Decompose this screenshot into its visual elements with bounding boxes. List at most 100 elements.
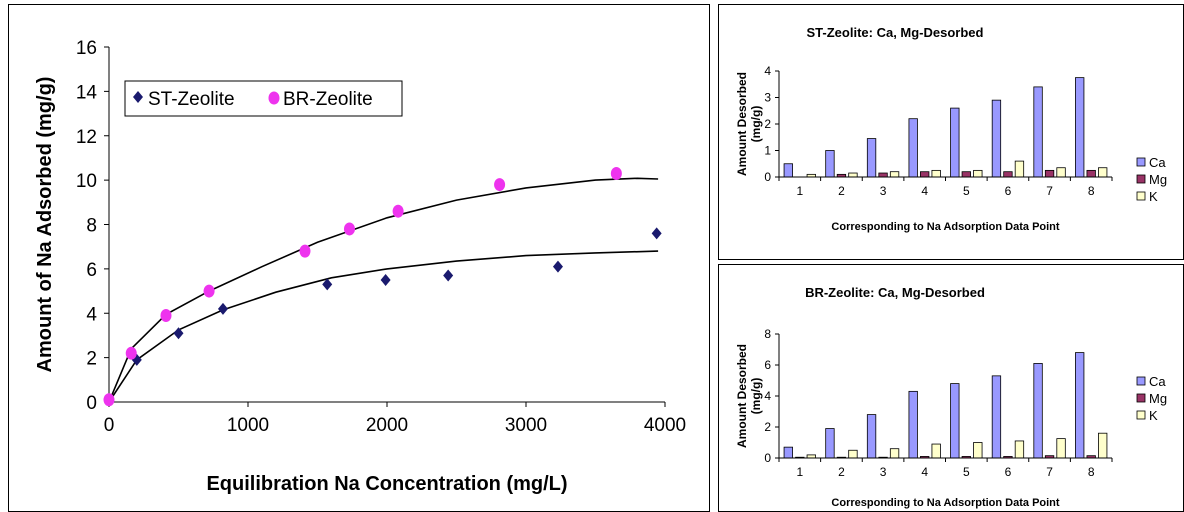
- data-point-br-zeolite: [494, 178, 505, 191]
- st-bar-ca: [1075, 78, 1084, 177]
- data-point-br-zeolite: [611, 167, 622, 180]
- br-bar-ca: [1075, 353, 1084, 458]
- data-point-br-zeolite: [126, 347, 137, 360]
- x-axis-label: Corresponding to Na Adsorption Data Poin…: [831, 221, 1059, 233]
- br-bar-ca: [909, 391, 918, 458]
- st-bar-k: [1057, 168, 1066, 177]
- st-bar-k: [932, 170, 941, 177]
- data-point-br-zeolite: [104, 393, 115, 406]
- st-chart-title: ST-Zeolite: Ca, Mg-Desorbed: [807, 25, 984, 40]
- st-bar-mg: [920, 172, 929, 177]
- br-bar-k: [849, 450, 858, 458]
- y-axis-label-line1: Amount Desorbed: [735, 72, 749, 176]
- x-tick-label: 6: [1005, 465, 1012, 479]
- st-legend-label-ca: Ca: [1149, 155, 1166, 170]
- x-tick-label: 4000: [644, 415, 686, 436]
- data-point-br-zeolite: [160, 309, 171, 322]
- data-point-st-zeolite: [652, 227, 662, 239]
- x-tick-label: 8: [1088, 184, 1095, 198]
- y-tick-label: 12: [76, 127, 97, 148]
- st-bar-k: [1098, 168, 1107, 177]
- x-tick-label: 5: [963, 465, 970, 479]
- data-point-st-zeolite: [443, 270, 453, 282]
- y-tick-label: 0: [764, 170, 771, 184]
- st-legend-swatch-ca: [1137, 158, 1145, 166]
- st-desorption-bar-chart: ST-Zeolite: Ca, Mg-Desorbed0123412345678…: [719, 5, 1183, 259]
- st-legend-label-k: K: [1149, 189, 1158, 204]
- x-tick-label: 5: [963, 184, 970, 198]
- br-desorption-chart-panel: BR-Zeolite: Ca, Mg-Desorbed0246812345678…: [718, 264, 1184, 512]
- br-bar-k: [890, 449, 899, 458]
- data-point-st-zeolite: [218, 303, 228, 315]
- y-axis-label-line1: Amount Desorbed: [735, 344, 749, 448]
- y-tick-label: 8: [86, 216, 97, 237]
- y-tick-label: 4: [764, 64, 771, 78]
- data-point-br-zeolite: [204, 285, 215, 298]
- y-axis-label-line2: (mg/g): [749, 378, 763, 415]
- adsorption-scatter-chart: 024681012141601000200030004000Equilibrat…: [9, 5, 709, 511]
- br-bar-ca: [992, 376, 1001, 458]
- br-bar-k: [1015, 441, 1024, 458]
- x-tick-label: 3: [880, 184, 887, 198]
- x-tick-label: 8: [1088, 465, 1095, 479]
- y-tick-label: 2: [764, 117, 771, 131]
- legend-marker-br-zeolite: [269, 92, 280, 105]
- x-tick-label: 1000: [227, 415, 269, 436]
- st-desorption-chart-panel: ST-Zeolite: Ca, Mg-Desorbed0123412345678…: [718, 4, 1184, 260]
- st-bar-ca: [867, 139, 876, 177]
- st-bar-k: [849, 173, 858, 177]
- x-tick-label: 7: [1046, 184, 1053, 198]
- st-bar-ca: [826, 151, 835, 178]
- st-bar-ca: [909, 119, 918, 177]
- y-tick-label: 0: [764, 451, 771, 465]
- y-tick-label: 0: [86, 393, 97, 414]
- data-point-br-zeolite: [344, 222, 355, 235]
- br-bar-ca: [826, 429, 835, 458]
- br-legend-swatch-ca: [1137, 377, 1145, 385]
- st-bar-ca: [992, 100, 1001, 177]
- br-legend-label-ca: Ca: [1149, 374, 1166, 389]
- br-legend-label-k: K: [1149, 408, 1158, 423]
- br-legend-swatch-mg: [1137, 394, 1145, 402]
- y-tick-label: 10: [76, 171, 97, 192]
- x-axis-label: Corresponding to Na Adsorption Data Poin…: [831, 497, 1059, 509]
- y-tick-label: 4: [86, 304, 97, 325]
- y-axis-label-line2: (mg/g): [749, 106, 763, 143]
- x-tick-label: 1: [796, 465, 803, 479]
- fit-curve-st-zeolite: [109, 251, 658, 402]
- data-point-st-zeolite: [381, 274, 391, 286]
- st-bar-ca: [1034, 87, 1043, 177]
- x-axis-label: Equilibration Na Concentration (mg/L): [206, 473, 567, 495]
- data-point-br-zeolite: [299, 245, 310, 258]
- st-bar-k: [890, 172, 899, 177]
- fit-curve-br-zeolite: [109, 178, 658, 402]
- y-tick-label: 2: [764, 420, 771, 434]
- y-tick-label: 8: [764, 327, 771, 341]
- st-bar-ca: [951, 108, 960, 177]
- br-chart-title: BR-Zeolite: Ca, Mg-Desorbed: [805, 285, 985, 300]
- x-tick-label: 4: [921, 465, 928, 479]
- y-tick-label: 6: [86, 260, 97, 281]
- legend-label-st-zeolite: ST-Zeolite: [148, 89, 235, 110]
- br-bar-ca: [784, 447, 793, 458]
- y-tick-label: 16: [76, 38, 97, 59]
- x-tick-label: 2: [838, 184, 845, 198]
- st-bar-mg: [1045, 170, 1054, 177]
- st-legend-label-mg: Mg: [1149, 172, 1167, 187]
- y-tick-label: 1: [764, 144, 771, 158]
- st-bar-mg: [1087, 170, 1096, 177]
- data-point-st-zeolite: [553, 261, 563, 273]
- br-bar-k: [932, 444, 941, 458]
- st-legend-swatch-mg: [1137, 175, 1145, 183]
- st-bar-ca: [784, 164, 793, 177]
- br-bar-ca: [867, 415, 876, 458]
- st-bar-mg: [962, 172, 971, 177]
- st-bar-mg: [879, 173, 888, 177]
- adsorption-chart-panel: 024681012141601000200030004000Equilibrat…: [8, 4, 710, 512]
- y-tick-label: 2: [86, 349, 97, 370]
- x-tick-label: 3000: [505, 415, 547, 436]
- x-tick-label: 0: [104, 415, 115, 436]
- y-tick-label: 14: [76, 82, 98, 103]
- br-bar-k: [1098, 433, 1107, 458]
- y-tick-label: 3: [764, 91, 771, 105]
